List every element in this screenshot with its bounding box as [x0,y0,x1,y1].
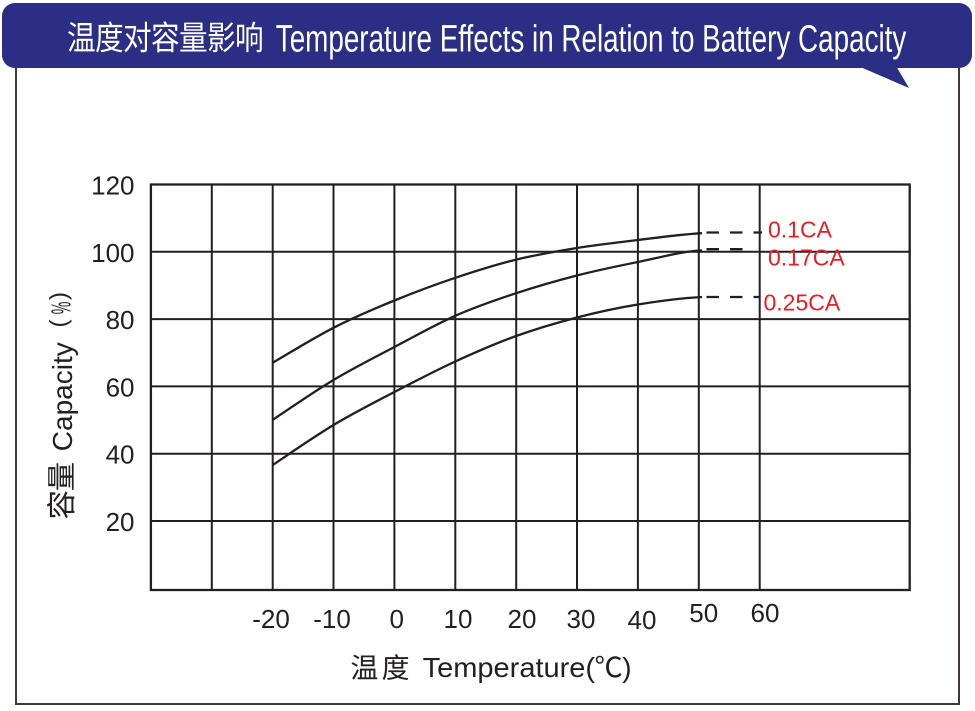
svg-text:%: % [45,302,76,315]
svg-text:-10: -10 [313,604,351,634]
svg-text:60: 60 [751,598,780,628]
svg-text:10: 10 [444,604,473,634]
svg-text:0.17CA: 0.17CA [768,245,845,271]
svg-text:0.1CA: 0.1CA [768,217,833,243]
svg-text:60: 60 [106,372,135,402]
svg-text:): ) [46,292,73,300]
svg-text:20: 20 [106,507,135,537]
svg-text:20: 20 [508,604,537,634]
svg-text:80: 80 [106,305,135,335]
svg-text:120: 120 [91,171,134,201]
svg-text:Temperature(: Temperature( [423,652,596,683]
svg-text:30: 30 [567,604,596,634]
svg-text:50: 50 [689,598,718,628]
svg-text:0: 0 [389,604,403,634]
svg-text:(: ( [46,320,73,328]
svg-text:40: 40 [106,440,135,470]
svg-text:100: 100 [91,238,134,268]
svg-text:40: 40 [628,605,657,635]
svg-text:-20: -20 [252,604,290,634]
svg-text:): ) [622,652,631,683]
svg-text:Temperature Effects in Relatio: Temperature Effects in Relation to Batte… [276,18,907,60]
svg-text:0.25CA: 0.25CA [764,290,841,316]
svg-text:Capacity: Capacity [47,342,78,451]
